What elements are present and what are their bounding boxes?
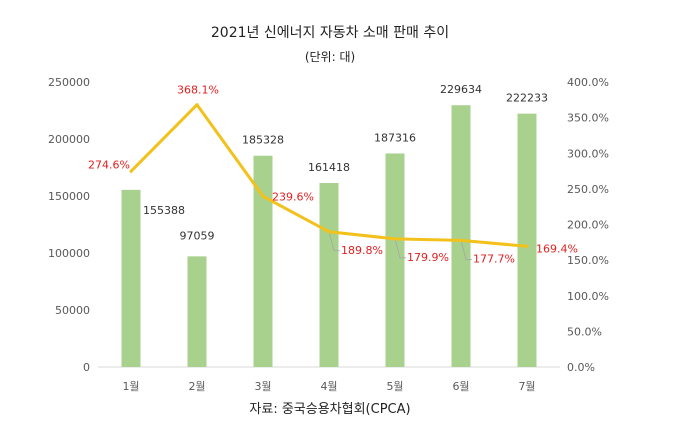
right-tick-label: 400.0% xyxy=(567,76,609,89)
left-tick-label: 150000 xyxy=(48,190,90,203)
left-axis: 0 50000 100000 150000 200000 250000 xyxy=(48,76,90,374)
right-tick-label: 100.0% xyxy=(567,290,609,303)
bar-value-label: 185328 xyxy=(242,134,284,147)
left-tick-label: 100000 xyxy=(48,247,90,260)
x-tick-label: 7월 xyxy=(518,380,535,393)
bar-value-label: 187316 xyxy=(374,131,416,144)
bar-data-labels: 155388 97059 185328 161418 187316 229634 22223… xyxy=(143,83,548,242)
line-value-label: 368.1% xyxy=(177,84,219,97)
leader-line xyxy=(394,238,406,259)
chart-subtitle: (단위: 대) xyxy=(305,50,355,64)
chart-title: 2021년 신에너지 자동차 소매 판매 추이 xyxy=(211,25,449,41)
leader-lines xyxy=(328,231,472,260)
right-tick-label: 300.0% xyxy=(567,147,609,160)
bar xyxy=(385,153,405,367)
bar xyxy=(187,256,207,367)
line-point xyxy=(327,230,331,234)
right-tick-label: 50.0% xyxy=(567,325,602,338)
right-tick-label: 150.0% xyxy=(567,254,609,267)
bar-series xyxy=(121,105,537,368)
bar xyxy=(253,155,273,367)
line-point xyxy=(261,194,265,198)
right-tick-label: 0.0% xyxy=(567,361,595,374)
x-tick-label: 2월 xyxy=(188,380,205,393)
left-tick-label: 250000 xyxy=(48,76,90,89)
left-tick-label: 0 xyxy=(83,361,90,374)
line-value-label: 169.4% xyxy=(536,242,578,255)
line-data-labels: 274.6% 368.1% 239.6% 189.8% 179.9% 177.7% 169.… xyxy=(88,84,578,266)
bar-value-label: 222233 xyxy=(506,92,548,105)
bar xyxy=(319,182,339,367)
line-point xyxy=(195,103,199,107)
x-tick-label: 5월 xyxy=(386,380,403,393)
bar xyxy=(517,113,537,367)
bar xyxy=(451,105,471,368)
right-tick-label: 350.0% xyxy=(567,112,609,125)
right-tick-label: 200.0% xyxy=(567,219,609,232)
right-tick-label: 250.0% xyxy=(567,183,609,196)
bar-value-label: 229634 xyxy=(440,83,482,96)
line-point xyxy=(459,238,463,242)
bar-value-label: 97059 xyxy=(180,229,215,242)
right-axis: 0.0% 50.0% 100.0% 150.0% 200.0% 250.0% 300.0% 3… xyxy=(567,76,609,374)
left-tick-label: 50000 xyxy=(55,304,90,317)
bar-value-label: 161418 xyxy=(308,161,350,174)
line-value-label: 189.8% xyxy=(341,244,383,257)
source-note: 자료: 중국승용차협회(CPCA) xyxy=(249,402,410,417)
left-tick-label: 200000 xyxy=(48,133,90,146)
leader-line xyxy=(328,231,340,252)
line-point xyxy=(129,169,133,173)
x-tick-label: 1월 xyxy=(122,380,139,393)
line-value-label: 177.7% xyxy=(473,252,515,265)
line-value-label: 239.6% xyxy=(272,190,314,203)
line-value-label: 274.6% xyxy=(88,158,130,171)
x-tick-label: 4월 xyxy=(320,380,337,393)
x-axis: 1월 2월 3월 4월 5월 6월 7월 xyxy=(122,380,535,393)
line-value-label: 179.9% xyxy=(407,251,449,264)
line-point xyxy=(525,244,529,248)
bar xyxy=(121,189,141,367)
leader-line xyxy=(460,240,472,260)
bar-value-label: 155388 xyxy=(143,204,185,217)
x-tick-label: 6월 xyxy=(452,380,469,393)
line-point xyxy=(393,237,397,241)
line-series xyxy=(129,103,529,248)
x-tick-label: 3월 xyxy=(254,380,271,393)
